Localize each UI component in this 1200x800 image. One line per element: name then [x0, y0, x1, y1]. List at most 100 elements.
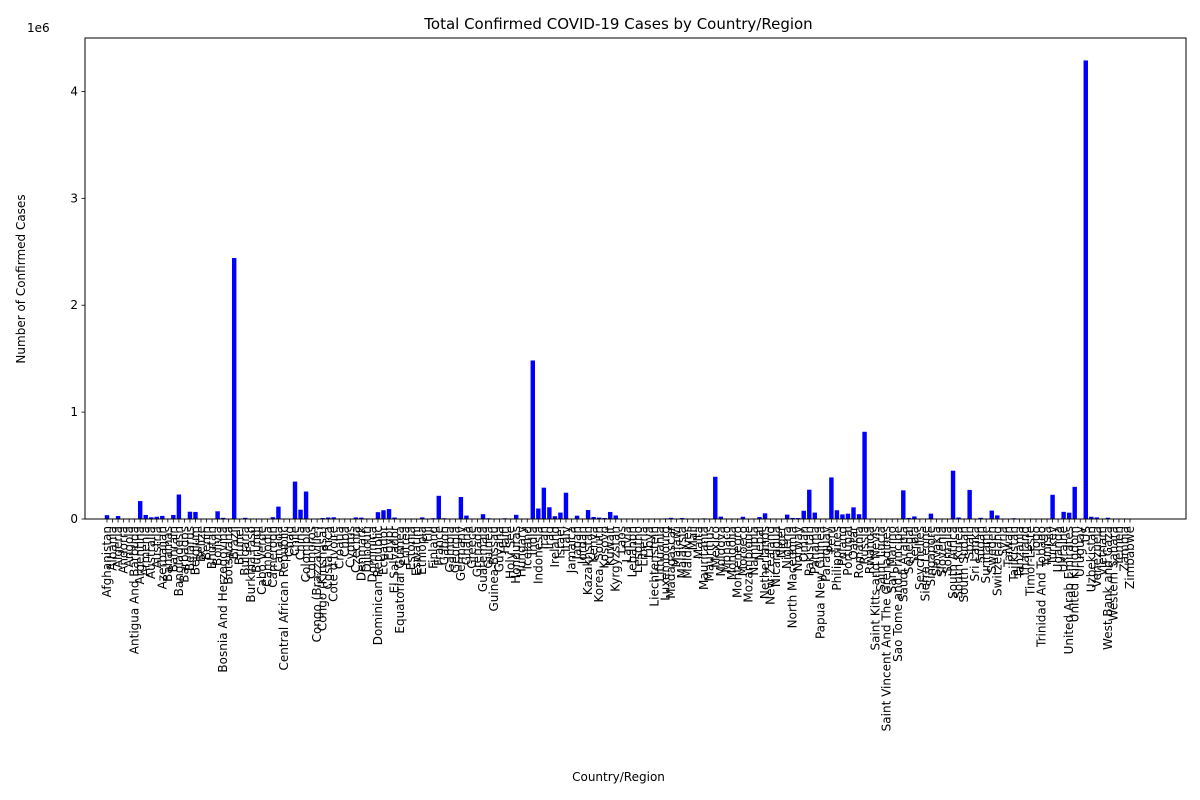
- plot-frame: [84, 37, 1187, 520]
- x-tick-label: Latvia: [620, 526, 634, 563]
- x-tick-label: Dominican Republic: [371, 526, 385, 645]
- bar: [104, 515, 110, 519]
- bar: [596, 517, 602, 519]
- x-tick-label: Djibouti: [360, 526, 374, 573]
- x-tick-label: Guyana: [493, 526, 507, 572]
- x-tick-label: Laos: [614, 526, 628, 554]
- y-axis-offset-label: 1e6: [27, 21, 50, 35]
- x-tick-label: Jordan: [576, 526, 590, 565]
- bar: [292, 481, 298, 519]
- x-tick-label: Uzbekistan: [1084, 526, 1098, 592]
- x-tick-label: Taiwan: [1001, 526, 1015, 568]
- x-tick-label: Indonesia: [531, 526, 545, 584]
- bar: [143, 514, 148, 519]
- x-tick-label: Mauritania: [697, 526, 711, 590]
- bar-series: [104, 60, 1133, 519]
- x-tick-label: Tunisia: [1040, 526, 1054, 568]
- x-tick-label: Oman: [797, 526, 811, 562]
- bar: [419, 517, 425, 519]
- y-axis-label: Number of Confirmed Cases: [14, 194, 28, 363]
- bar: [801, 510, 806, 519]
- y-tick-label: 3: [70, 191, 78, 205]
- x-tick-label: Antigua And Barbuda: [128, 526, 142, 654]
- bar: [276, 506, 281, 519]
- bar: [563, 492, 569, 519]
- x-tick-label: Fiji: [421, 526, 435, 542]
- x-tick-label: Armenia: [139, 526, 153, 576]
- x-tick-label: Nicaragua: [769, 526, 783, 587]
- x-tick-label: Korea, South: [592, 526, 606, 603]
- bar: [1050, 494, 1055, 519]
- chart-title: Total Confirmed COVID-19 Cases by Countr…: [423, 15, 812, 33]
- x-tick-label: Syria: [996, 526, 1010, 556]
- bar: [1072, 486, 1077, 519]
- x-tick-label: Cabo Verde: [255, 526, 269, 595]
- x-tick-label: Japan: [570, 526, 584, 560]
- x-tick-label: Cameroon: [266, 526, 280, 588]
- x-tick-label: Belarus: [183, 526, 197, 571]
- x-tick-label: Benin: [200, 526, 214, 560]
- bar: [137, 501, 143, 519]
- x-tick-label: Comoros: [305, 526, 319, 579]
- bar: [790, 517, 795, 519]
- bar: [591, 516, 596, 519]
- x-tick-label: Turkey: [1046, 526, 1060, 566]
- x-tick-label: Bosnia And Herzegovina: [216, 526, 230, 673]
- bar: [845, 513, 851, 519]
- x-tick-label: El Salvador: [388, 526, 402, 593]
- bar: [574, 515, 580, 519]
- x-tick-label: Guatemala: [476, 526, 490, 592]
- x-tick-label: Spain: [963, 526, 977, 560]
- x-tick-label: Portugal: [841, 526, 855, 576]
- bar: [906, 517, 912, 519]
- x-tick-label: Morocco: [736, 526, 750, 576]
- bar: [541, 487, 547, 519]
- x-tick-label: Malaysia: [675, 526, 689, 578]
- x-tick-label: Togo: [1029, 526, 1043, 555]
- x-tick-label: Moldova: [714, 526, 728, 576]
- bar: [392, 517, 397, 519]
- bar: [359, 517, 364, 519]
- bar: [220, 517, 226, 519]
- x-tick-label: Greece: [465, 526, 479, 569]
- x-tick-label: San Marino: [885, 526, 899, 593]
- x-tick-label: Iran: [537, 526, 551, 549]
- bar: [912, 516, 917, 519]
- x-tick-label: Eritrea: [399, 526, 413, 566]
- x-tick-label: Western Sahara: [1106, 526, 1120, 621]
- x-tick-label: Kosovo: [598, 526, 612, 569]
- x-tick-label: Russia: [858, 526, 872, 565]
- x-tick-label: Switzerland: [990, 526, 1004, 596]
- x-tick-label: Chile: [288, 526, 302, 556]
- x-tick-label: Argentina: [133, 526, 147, 585]
- x-tick-label: Eswatini: [410, 526, 424, 576]
- x-tick-label: Costa Rica: [321, 526, 335, 589]
- bar: [967, 489, 972, 519]
- bar: [381, 510, 386, 519]
- x-tick-label: Paraguay: [819, 526, 833, 582]
- x-tick-label: Gabon: [437, 526, 451, 565]
- x-tick-label: Poland: [835, 526, 849, 566]
- x-tick-label: Zimbabwe: [1123, 526, 1137, 589]
- x-tick-label: Jamaica: [565, 526, 579, 574]
- x-tick-label: Italy: [559, 526, 573, 552]
- bar: [215, 511, 220, 519]
- x-tick-label: Saudi Arabia: [896, 526, 910, 602]
- x-tick-label: Papua New Guinea: [813, 526, 827, 639]
- x-tick-label: Slovakia: [929, 526, 943, 576]
- x-tick-label: Singapore: [924, 526, 938, 587]
- x-tick-label: France: [432, 526, 446, 566]
- x-tick-label: Ethiopia: [415, 526, 429, 575]
- x-tick-label: Burundi: [249, 526, 263, 573]
- x-tick-label: Bangladesh: [172, 526, 186, 596]
- x-tick-label: Somalia: [941, 526, 955, 574]
- x-tick-label: Pakistan: [802, 526, 816, 576]
- bar: [834, 510, 840, 519]
- x-tick-label: Mongolia: [725, 526, 739, 580]
- bar: [187, 511, 193, 519]
- bar: [1083, 60, 1088, 519]
- bar: [812, 512, 818, 519]
- x-tick-label: Central African Republic: [277, 526, 291, 670]
- y-axis: 0 1 2 3 4: [70, 84, 85, 526]
- x-tick-label: Luxembourg: [659, 526, 673, 601]
